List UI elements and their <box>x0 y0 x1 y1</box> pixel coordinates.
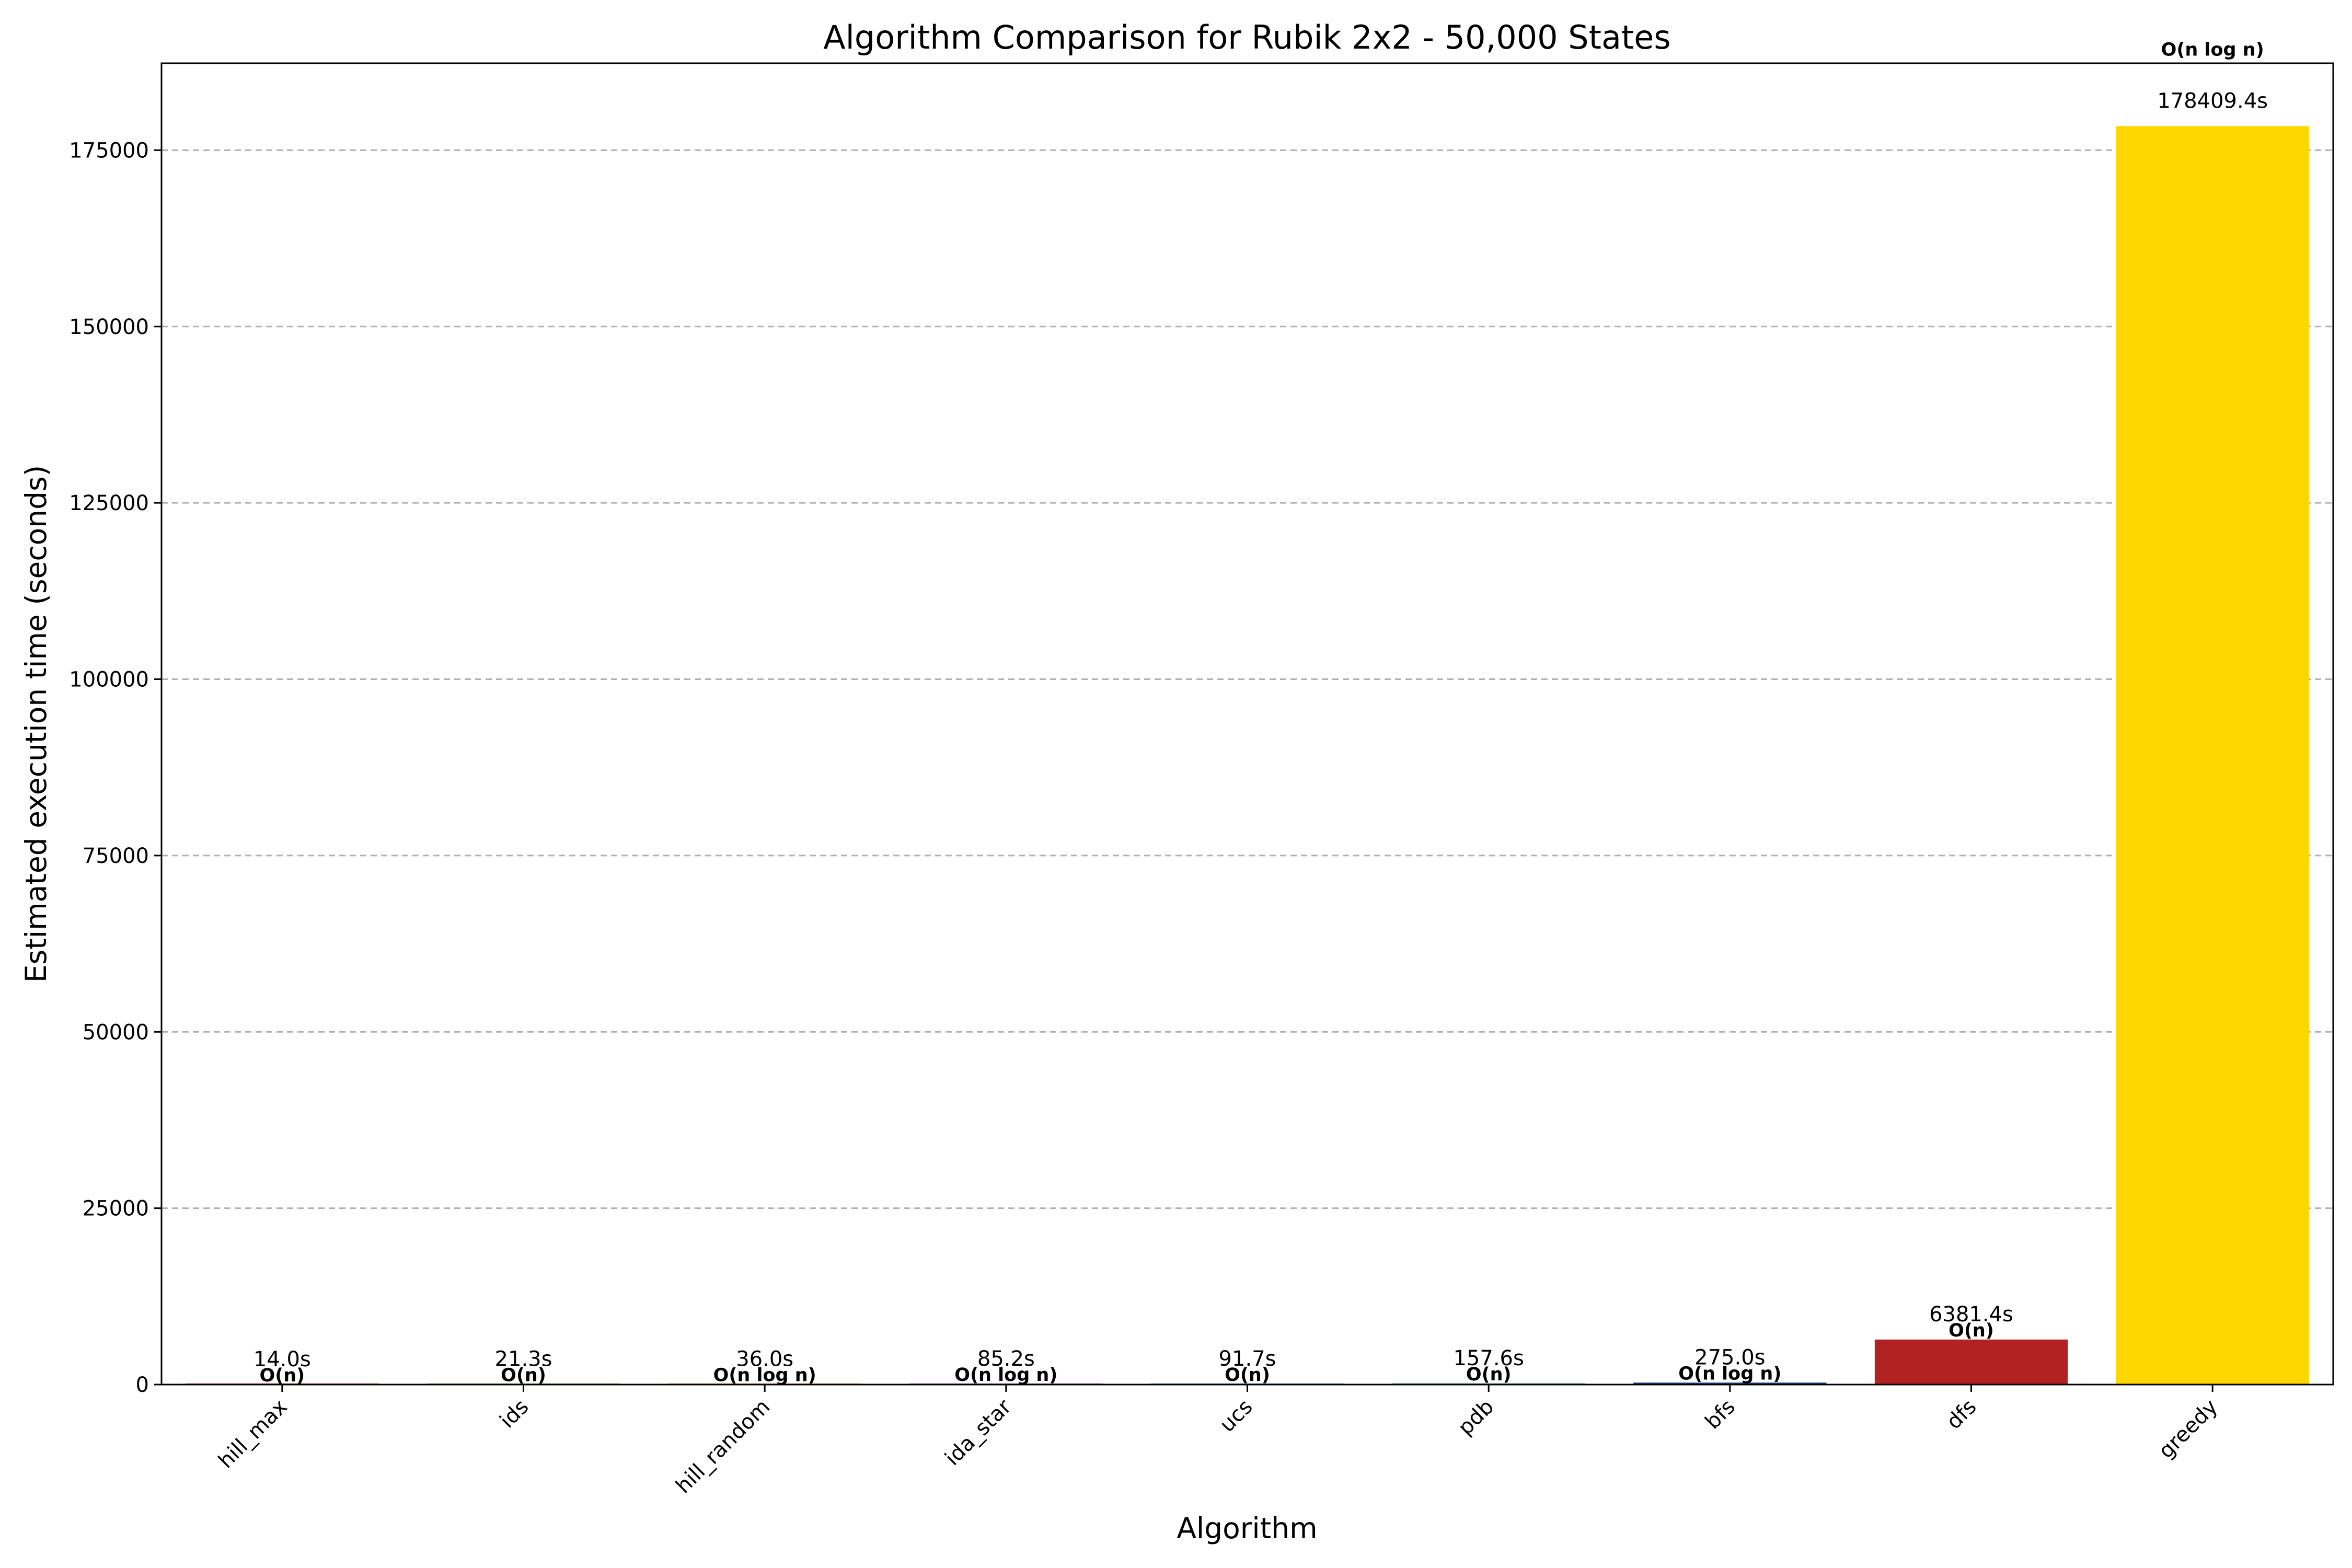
value-label: 85.2s <box>977 1347 1035 1371</box>
y-tick-label: 0 <box>136 1373 149 1397</box>
x-axis-ticks: hill_max ids hill_random ida_star ucs pdb bfs d… <box>214 1385 2222 1498</box>
bar-layer <box>186 126 2309 1385</box>
complexity-label: O(n log n) <box>1678 1363 1781 1384</box>
y-tick-label: 175000 <box>69 139 149 163</box>
complexity-label: O(n) <box>1225 1365 1270 1386</box>
value-label: 6381.4s <box>1929 1302 2013 1327</box>
complexity-label: O(n log n) <box>954 1365 1057 1386</box>
x-tick-label: dfs <box>1942 1395 1981 1434</box>
value-label: 275.0s <box>1694 1345 1765 1369</box>
x-tick-label: ucs <box>1215 1395 1258 1437</box>
plot-frame <box>160 62 2334 1386</box>
value-label: 91.7s <box>1219 1347 1276 1371</box>
bar-annotations: 14.0sO(n)21.3sO(n)36.0sO(n log n)85.2sO(… <box>253 39 2268 1386</box>
complexity-label: O(n) <box>501 1365 546 1386</box>
y-axis-ticks: 0 25000 50000 75000 100000 125000 150000 175000 <box>69 139 162 1397</box>
complexity-label: O(n) <box>1466 1364 1512 1385</box>
grid-layer <box>162 149 2333 1209</box>
x-tick-label: bfs <box>1701 1395 1740 1434</box>
y-axis-label: Estimated execution time (seconds) <box>19 465 53 983</box>
complexity-label: O(n) <box>259 1365 305 1386</box>
y-tick-label: 150000 <box>69 315 149 339</box>
x-axis-label: Algorithm <box>1177 1512 1317 1545</box>
complexity-label: O(n) <box>1949 1320 1994 1341</box>
value-label: 178409.4s <box>2157 89 2268 113</box>
bar-greedy <box>2116 126 2309 1385</box>
x-tick-label: ids <box>495 1395 533 1433</box>
chart-title: Algorithm Comparison for Rubik 2x2 - 50,… <box>823 18 1670 56</box>
x-tick-label: ida_star <box>940 1394 1016 1470</box>
x-tick-label: hill_random <box>671 1395 775 1498</box>
complexity-label: O(n log n) <box>713 1365 816 1386</box>
x-tick-label: greedy <box>2154 1395 2222 1463</box>
bar-bfs <box>1633 1382 1827 1385</box>
value-label: 36.0s <box>736 1347 793 1371</box>
value-label: 157.6s <box>1453 1346 1524 1370</box>
value-label: 21.3s <box>495 1347 552 1371</box>
complexity-label: O(n log n) <box>2161 39 2264 60</box>
y-tick-label: 100000 <box>69 668 149 692</box>
bar-dfs <box>1874 1339 2068 1385</box>
value-label: 14.0s <box>253 1347 311 1371</box>
x-tick-label: pdb <box>1454 1395 1498 1440</box>
y-tick-label: 125000 <box>69 491 149 515</box>
x-tick-label: hill_max <box>214 1395 292 1473</box>
y-tick-label: 75000 <box>83 844 149 868</box>
y-tick-label: 25000 <box>83 1197 149 1221</box>
y-tick-label: 50000 <box>83 1020 149 1044</box>
